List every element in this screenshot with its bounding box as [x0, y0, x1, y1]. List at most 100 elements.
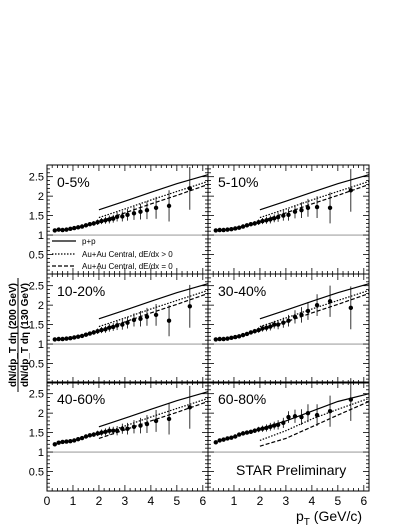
- data-point: [236, 432, 242, 437]
- data-point: [305, 410, 311, 416]
- data-point: [327, 408, 333, 414]
- data-point: [103, 218, 108, 223]
- data-point: [225, 436, 230, 441]
- data-point: [68, 226, 73, 232]
- data-point: [52, 337, 57, 342]
- data-point: [131, 424, 137, 429]
- data-point: [138, 209, 143, 214]
- data-point: [256, 427, 261, 432]
- data-point: [252, 428, 257, 433]
- data-point: [87, 221, 93, 227]
- data-point: [138, 316, 143, 321]
- y-tick-label: 2: [38, 300, 44, 312]
- y-tick-label: 0.5: [29, 359, 44, 371]
- data-point: [260, 218, 265, 224]
- data-point: [87, 433, 93, 438]
- data-point: [125, 320, 130, 325]
- data-point: [56, 336, 61, 342]
- data-point: [64, 439, 69, 444]
- dedx-gt0-curve: [259, 397, 370, 441]
- data-point: [95, 431, 100, 436]
- data-point: [221, 336, 226, 342]
- data-point: [144, 421, 150, 427]
- data-point: [275, 422, 281, 428]
- pp-curve: [98, 283, 209, 320]
- legend: p+p Au+Au Central, dE/dx > 0 Au+Au Central…: [52, 237, 173, 271]
- data-point: [60, 336, 65, 342]
- data-point: [111, 428, 116, 433]
- data-point: [56, 227, 61, 232]
- y-tick-label: 2.5: [29, 389, 44, 401]
- data-point: [314, 412, 320, 418]
- data-point: [305, 205, 311, 211]
- data-point: [248, 429, 254, 435]
- pp-curve: [259, 283, 370, 320]
- data-point: [217, 227, 222, 233]
- data-point: [153, 205, 159, 211]
- data-point: [292, 314, 298, 320]
- data-point: [264, 218, 269, 223]
- x-tick-label: 4: [309, 494, 316, 508]
- data-point: [348, 305, 354, 311]
- y-tick-label: 2: [38, 408, 44, 420]
- data-point: [275, 214, 281, 220]
- panel-5-10%: 5-10%: [207, 164, 370, 275]
- data-point: [281, 320, 286, 325]
- y-tick-label: 1: [38, 339, 44, 351]
- data-point: [125, 212, 130, 218]
- y-tick-label: 0.5: [29, 250, 44, 262]
- dedx-gt0-curve: [98, 289, 209, 328]
- panel-label: 0-5%: [57, 174, 90, 190]
- data-point: [95, 220, 100, 225]
- data-point: [87, 331, 93, 336]
- data-point: [299, 414, 304, 420]
- data-point: [299, 207, 304, 213]
- data-point: [268, 424, 273, 429]
- data-point: [305, 308, 311, 314]
- star-preliminary-label: STAR Preliminary: [236, 462, 346, 478]
- y-tick-label: 2: [38, 191, 44, 203]
- data-point: [244, 430, 250, 435]
- data-point: [68, 438, 73, 444]
- data-point: [233, 334, 238, 340]
- x-tick-label: 2: [257, 494, 264, 508]
- x-tick-label: 5: [173, 494, 180, 508]
- dedx-eq0-curve: [98, 400, 209, 439]
- x-axis-label-unit: (GeV/c): [310, 508, 362, 524]
- data-point: [275, 322, 281, 327]
- data-point: [281, 213, 286, 218]
- data-point: [348, 188, 354, 193]
- data-point: [314, 302, 320, 308]
- data-point: [75, 225, 81, 230]
- data-point: [240, 332, 246, 338]
- data-point: [327, 299, 333, 304]
- data-point: [286, 414, 291, 420]
- data-point: [60, 227, 65, 233]
- data-point: [272, 322, 277, 327]
- y-axis-label: dN/dp_T dη (200 GeV): [8, 283, 19, 387]
- legend-entry-label: p+p: [82, 237, 96, 246]
- data-point: [256, 220, 261, 225]
- data-point: [233, 226, 238, 231]
- data-point: [103, 429, 108, 435]
- data-point: [229, 335, 234, 341]
- data-point: [166, 318, 172, 323]
- x-tick-label: 3: [283, 494, 290, 508]
- data-point: [213, 440, 218, 445]
- data-point: [348, 397, 354, 402]
- data-point: [327, 205, 333, 211]
- data-point: [213, 228, 218, 233]
- data-point: [52, 228, 57, 233]
- data-point: [248, 330, 254, 335]
- legend-entry-label: Au+Au Central, dE/dx > 0: [82, 250, 173, 259]
- dedx-gt0-curve: [98, 397, 209, 436]
- data-point: [56, 440, 61, 445]
- data-point: [131, 317, 137, 323]
- y-tick-label: 0.5: [29, 467, 44, 479]
- data-point: [75, 334, 81, 339]
- panel-grid: 0.5 1 1.5 2 2.5 0-5% 5-10% 0.5 1 1.5 2 2.5 10-20% 30-…: [29, 164, 370, 508]
- panel-label: 40-60%: [57, 391, 105, 407]
- data-point: [244, 331, 250, 337]
- data-point: [120, 214, 125, 219]
- data-point: [286, 318, 291, 323]
